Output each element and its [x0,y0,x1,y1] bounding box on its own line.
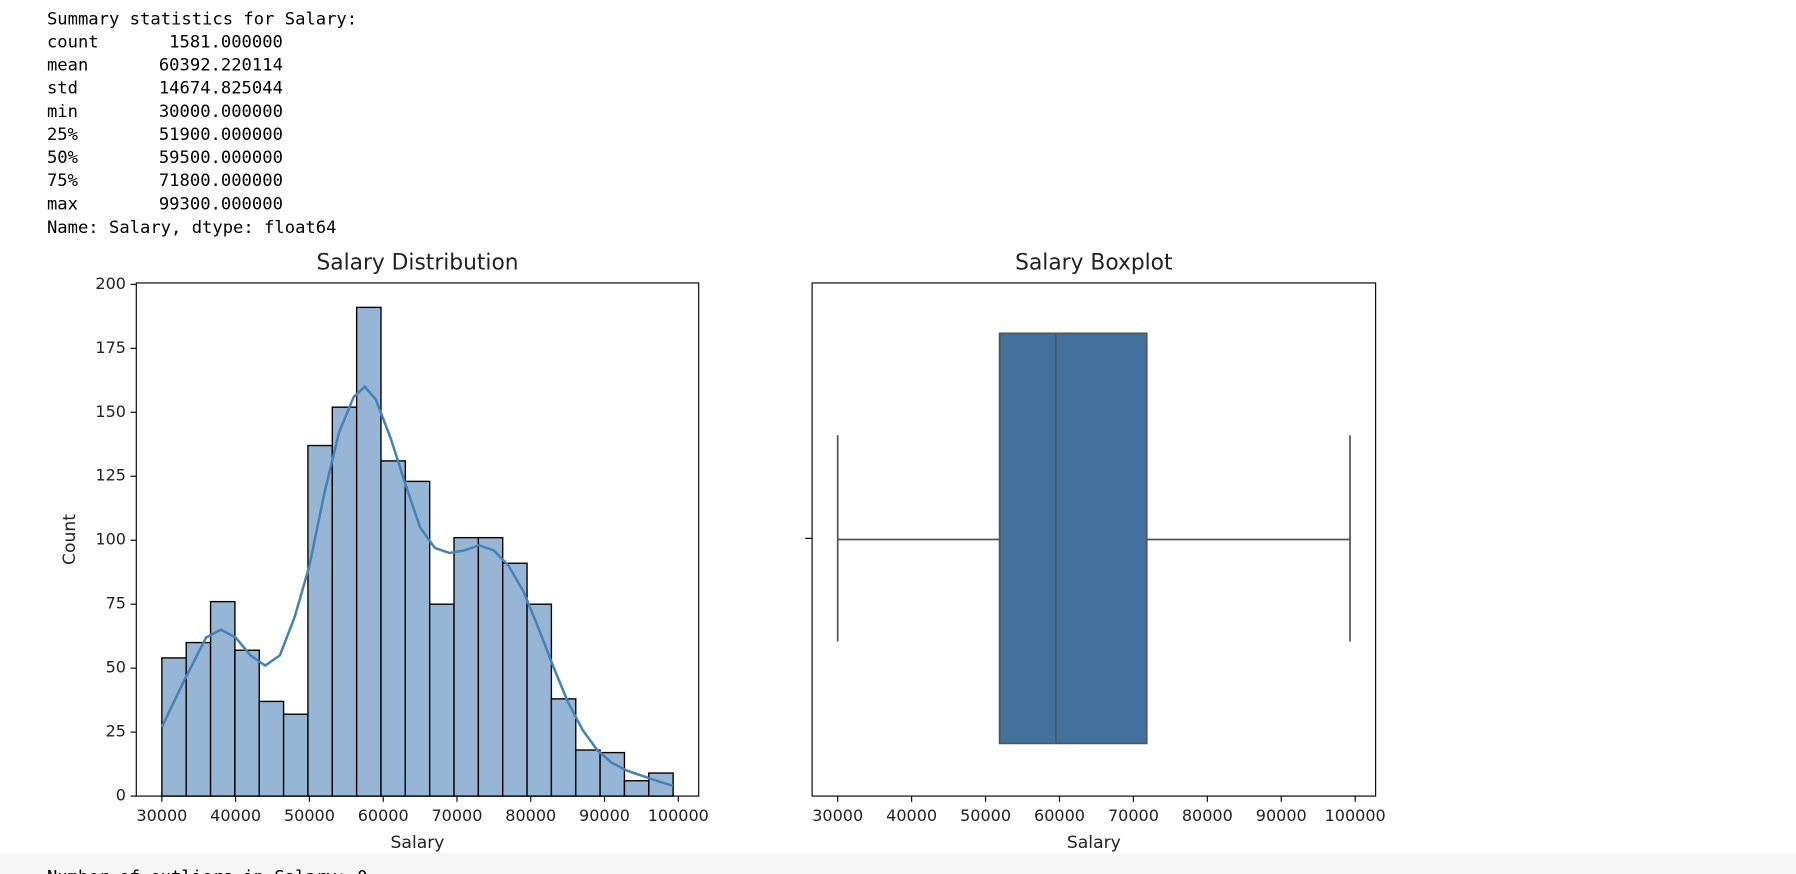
stat-value: 99300.000000 [159,194,283,214]
stat-value: 51900.000000 [159,125,283,145]
y-tick-label: 200 [95,274,126,293]
stat-name: 50% [47,148,79,168]
plot-frame [135,282,700,797]
y-axis-label: Count [60,514,80,565]
bar [623,780,650,797]
y-tick-label: 50 [106,658,126,677]
stat-value: 59500.000000 [159,148,283,168]
bar [453,536,480,797]
outliers: Number of outliers in Salary: 0 [47,867,368,874]
x-tick-label: 100000 [648,806,709,825]
bar [428,603,455,797]
x-tick-label: 90000 [579,806,630,825]
stat-name: 75% [47,171,79,191]
bar [550,698,577,797]
x-axis-label: Salary [1067,833,1121,853]
stat-value: 30000.000000 [159,102,283,122]
y-tick-label: 25 [106,722,126,741]
stat-value: 1581.000000 [169,32,283,52]
kde-line [160,384,674,788]
x-tick-label: 90000 [1256,806,1307,825]
y-tick-label: 150 [95,402,126,421]
bar [502,562,528,797]
x-tick-label: 80000 [505,806,556,825]
x-tick-label: 30000 [136,806,187,825]
stat-name: std [47,79,78,99]
bar [477,536,504,797]
bar [355,306,382,797]
chart-title: Salary Boxplot [1015,250,1172,275]
bar [234,649,260,797]
y-tick-label: 125 [95,466,126,485]
bar [526,603,553,797]
bar [575,749,601,797]
stat-name: 25% [47,125,79,145]
x-tick-label: 100000 [1325,806,1386,825]
y-tick-label: 0 [116,786,126,805]
y-tick-label: 75 [106,594,126,613]
stat-name: max [47,194,78,214]
x-tick-label: 30000 [812,806,863,825]
stat-name: mean [47,56,88,76]
chart-title: Salary Distribution [316,250,518,275]
stat-name: min [47,102,78,122]
next-cell-bg [0,853,1796,874]
x-tick-label: 40000 [886,806,937,825]
box [998,332,1148,745]
y-tick-label: 175 [95,338,126,357]
stat-value: 60392.220114 [159,56,283,76]
x-axis-label: Salary [391,833,445,853]
x-tick-label: 50000 [960,806,1011,825]
x-tick-label: 70000 [1108,806,1159,825]
x-tick-label: 50000 [284,806,335,825]
x-tick-label: 80000 [1182,806,1233,825]
bar [282,713,309,797]
stat-name: count [47,32,99,52]
bar [161,657,187,797]
x-tick-label: 60000 [1034,806,1085,825]
stat-value: 71800.000000 [159,171,283,191]
plot-frame [811,282,1377,797]
x-tick-label: 40000 [210,806,261,825]
bar [404,480,431,797]
stat-value: 14674.825044 [159,79,283,99]
footer: Name: Salary, dtype: float64 [47,218,336,238]
heading: Summary statistics for Salary: [47,9,357,29]
bar [380,460,407,797]
x-tick-label: 60000 [358,806,409,825]
bar [599,751,626,797]
bar [185,641,212,797]
y-tick-label: 100 [95,530,126,549]
bar [307,444,333,797]
bar [258,700,285,797]
bar [331,406,358,797]
x-tick-label: 70000 [431,806,482,825]
